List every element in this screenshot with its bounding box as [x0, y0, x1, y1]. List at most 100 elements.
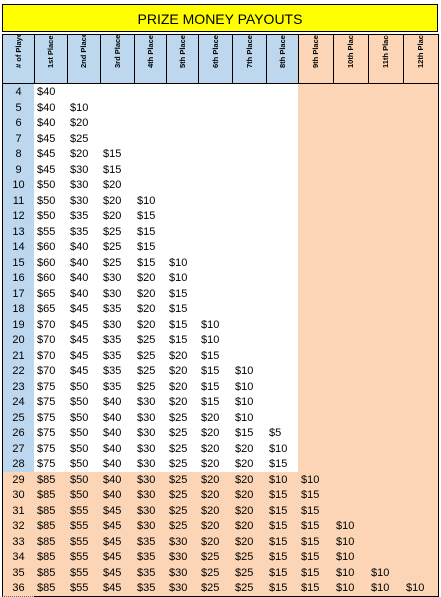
- payout-cell[interactable]: [333, 161, 369, 178]
- payout-cell[interactable]: $30: [166, 533, 199, 550]
- payout-cell[interactable]: [298, 394, 334, 411]
- payout-cell[interactable]: [403, 363, 439, 380]
- payout-cell[interactable]: $70: [34, 332, 68, 349]
- players-count-cell[interactable]: 24: [2, 394, 35, 411]
- payout-cell[interactable]: [403, 332, 439, 349]
- payout-cell[interactable]: $35: [134, 580, 167, 597]
- payout-cell[interactable]: $30: [134, 518, 167, 535]
- payout-cell[interactable]: [298, 332, 334, 349]
- payout-cell[interactable]: $15: [298, 487, 334, 504]
- sheet-title[interactable]: PRIZE MONEY PAYOUTS: [2, 4, 438, 32]
- payout-cell[interactable]: $15: [232, 425, 267, 442]
- payout-cell[interactable]: $25: [166, 471, 199, 488]
- payout-cell[interactable]: $20: [198, 502, 233, 519]
- payout-cell[interactable]: [166, 223, 199, 240]
- payout-cell[interactable]: $40: [34, 115, 68, 132]
- payout-cell[interactable]: $20: [198, 425, 233, 442]
- payout-cell[interactable]: [368, 487, 404, 504]
- payout-cell[interactable]: [232, 146, 267, 163]
- payout-cell[interactable]: [266, 84, 299, 101]
- players-count-cell[interactable]: 17: [2, 285, 35, 302]
- payout-cell[interactable]: [298, 301, 334, 318]
- payout-cell[interactable]: $15: [298, 549, 334, 566]
- payout-cell[interactable]: [333, 425, 369, 442]
- payout-cell[interactable]: [368, 84, 404, 101]
- payout-cell[interactable]: [232, 99, 267, 116]
- players-count-cell[interactable]: 7: [2, 130, 35, 147]
- payout-cell[interactable]: [333, 223, 369, 240]
- payout-cell[interactable]: [368, 456, 404, 473]
- header-place-1[interactable]: 1st Place: [34, 34, 68, 84]
- payout-cell[interactable]: $20: [67, 115, 101, 132]
- payout-cell[interactable]: [266, 332, 299, 349]
- payout-cell[interactable]: [266, 347, 299, 364]
- payout-cell[interactable]: $15: [134, 208, 167, 225]
- payout-cell[interactable]: [403, 378, 439, 395]
- payout-cell[interactable]: $35: [134, 533, 167, 550]
- payout-cell[interactable]: [134, 146, 167, 163]
- payout-cell[interactable]: [198, 285, 233, 302]
- payout-cell[interactable]: $30: [134, 394, 167, 411]
- payout-cell[interactable]: [198, 146, 233, 163]
- payout-cell[interactable]: [298, 316, 334, 333]
- players-count-cell[interactable]: 4: [2, 84, 35, 101]
- payout-cell[interactable]: [333, 270, 369, 287]
- header-place-7[interactable]: 7th Place: [232, 34, 267, 84]
- payout-cell[interactable]: [266, 99, 299, 116]
- payout-cell[interactable]: [368, 301, 404, 318]
- payout-cell[interactable]: [298, 254, 334, 271]
- payout-cell[interactable]: [368, 223, 404, 240]
- payout-cell[interactable]: [198, 301, 233, 318]
- payout-cell[interactable]: $45: [100, 502, 135, 519]
- payout-cell[interactable]: [333, 84, 369, 101]
- payout-cell[interactable]: [368, 270, 404, 287]
- payout-cell[interactable]: $35: [67, 208, 101, 225]
- payout-cell[interactable]: $20: [198, 456, 233, 473]
- payout-cell[interactable]: [368, 177, 404, 194]
- players-count-cell[interactable]: 32: [2, 518, 35, 535]
- payout-cell[interactable]: $75: [34, 440, 68, 457]
- payout-cell[interactable]: [403, 487, 439, 504]
- payout-cell[interactable]: $50: [67, 394, 101, 411]
- payout-cell[interactable]: $50: [34, 208, 68, 225]
- payout-cell[interactable]: [134, 99, 167, 116]
- payout-cell[interactable]: [368, 378, 404, 395]
- payout-cell[interactable]: $15: [198, 347, 233, 364]
- payout-cell[interactable]: [368, 208, 404, 225]
- header-place-6[interactable]: 6th Place: [198, 34, 233, 84]
- players-count-cell[interactable]: 33: [2, 533, 35, 550]
- header-place-4[interactable]: 4th Place: [134, 34, 167, 84]
- payout-cell[interactable]: $40: [100, 425, 135, 442]
- payout-cell[interactable]: $10: [333, 533, 369, 550]
- payout-cell[interactable]: [266, 285, 299, 302]
- payout-cell[interactable]: [232, 208, 267, 225]
- payout-cell[interactable]: [333, 192, 369, 209]
- payout-cell[interactable]: [403, 270, 439, 287]
- payout-cell[interactable]: [403, 440, 439, 457]
- payout-cell[interactable]: $60: [34, 254, 68, 271]
- payout-cell[interactable]: $40: [67, 270, 101, 287]
- players-count-cell[interactable]: 12: [2, 208, 35, 225]
- payout-cell[interactable]: [198, 223, 233, 240]
- payout-cell[interactable]: [403, 549, 439, 566]
- payout-cell[interactable]: $30: [100, 316, 135, 333]
- payout-cell[interactable]: $20: [232, 518, 267, 535]
- players-count-cell[interactable]: 9: [2, 161, 35, 178]
- payout-cell[interactable]: [368, 239, 404, 256]
- payout-cell[interactable]: [166, 115, 199, 132]
- payout-cell[interactable]: [333, 285, 369, 302]
- payout-cell[interactable]: $85: [34, 487, 68, 504]
- payout-cell[interactable]: $25: [166, 456, 199, 473]
- payout-cell[interactable]: [403, 533, 439, 550]
- payout-cell[interactable]: $35: [134, 549, 167, 566]
- payout-cell[interactable]: $10: [333, 564, 369, 581]
- payout-cell[interactable]: $45: [67, 363, 101, 380]
- payout-cell[interactable]: [198, 177, 233, 194]
- payout-cell[interactable]: $25: [100, 254, 135, 271]
- payout-cell[interactable]: [333, 130, 369, 147]
- payout-cell[interactable]: $25: [198, 564, 233, 581]
- payout-cell[interactable]: $40: [100, 487, 135, 504]
- payout-cell[interactable]: $45: [100, 564, 135, 581]
- payout-cell[interactable]: [403, 208, 439, 225]
- payout-cell[interactable]: $15: [100, 161, 135, 178]
